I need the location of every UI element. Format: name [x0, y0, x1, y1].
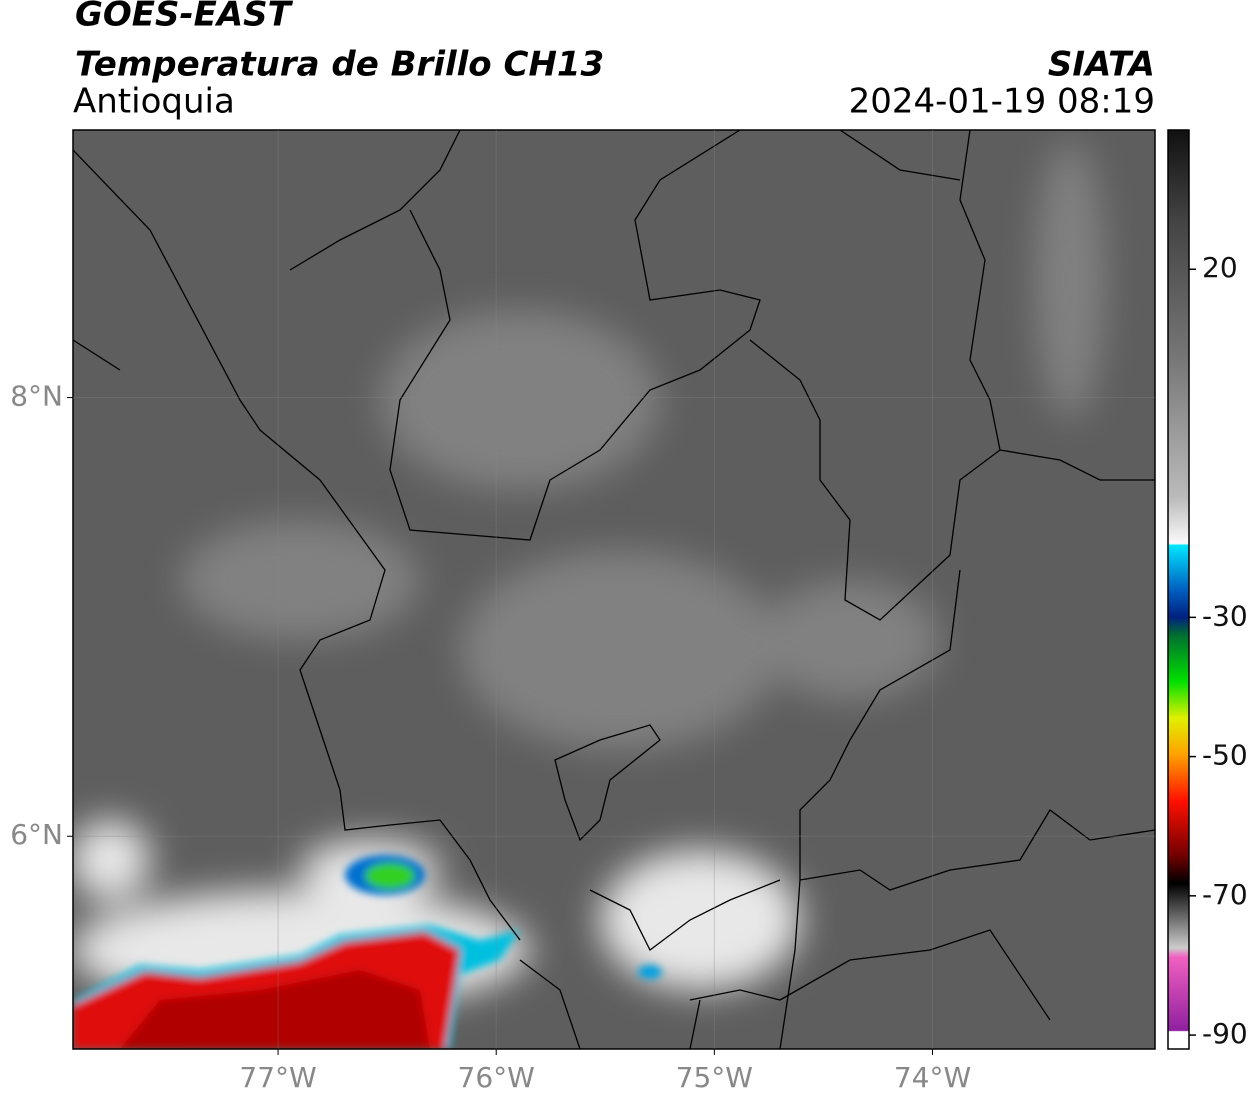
source: SIATA	[1048, 45, 1155, 85]
subtitle: Temperatura de Brillo CH13	[75, 45, 604, 85]
lat-tick-label: 6°N	[10, 818, 63, 851]
colorbar-tick-label: -70	[1202, 878, 1248, 911]
region: Antioquia	[73, 82, 235, 122]
title: GOES-EAST	[75, 0, 294, 35]
satellite-image	[73, 130, 1155, 1049]
colorbar	[1167, 129, 1190, 1050]
map-frame	[72, 129, 1156, 1050]
lon-tick-label: 74°W	[894, 1061, 971, 1094]
colorbar-tick-label: 20	[1202, 251, 1238, 284]
lat-tick-label: 8°N	[10, 380, 63, 413]
lon-tick-label: 76°W	[458, 1061, 535, 1094]
colorbar-tick-label: -90	[1202, 1017, 1248, 1050]
timestamp: 2024-01-19 08:19	[849, 82, 1155, 122]
lon-tick-label: 75°W	[676, 1061, 753, 1094]
lon-tick-label: 77°W	[239, 1061, 316, 1094]
colorbar-tick-label: -30	[1202, 599, 1248, 632]
colorbar-tick-label: -50	[1202, 739, 1248, 772]
